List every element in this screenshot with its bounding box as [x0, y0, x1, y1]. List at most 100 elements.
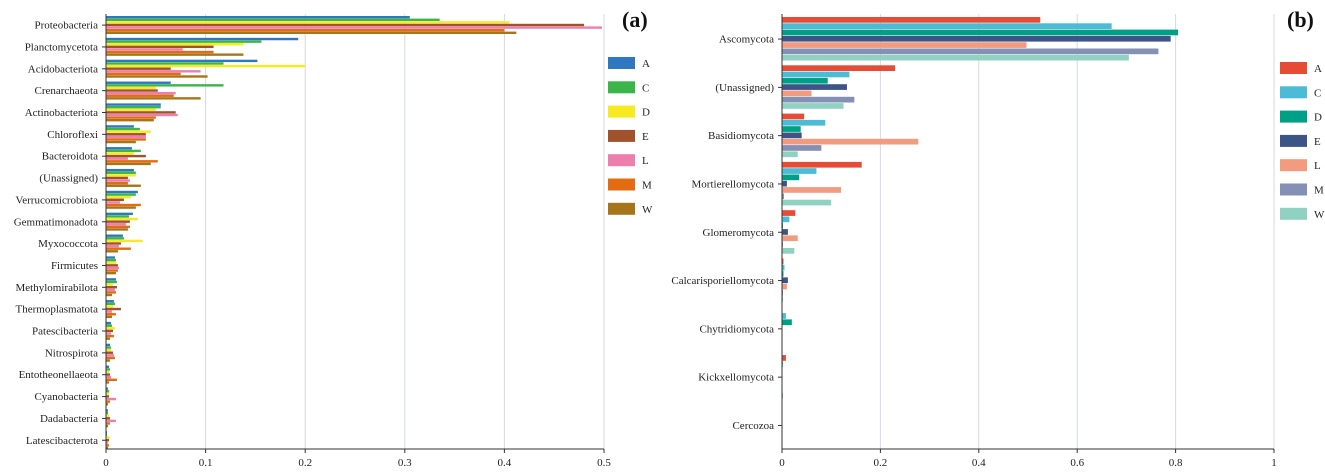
b-x-tick-label: 0.4: [972, 457, 986, 469]
a-category-label: Methylomirabilota: [16, 282, 99, 294]
b-bar-M-1: [782, 96, 855, 103]
a-bar-D-15: [106, 348, 111, 352]
a-bar-L-6: [106, 157, 128, 160]
a-bar-A-0: [106, 16, 410, 19]
a-category-label: Gemmatimonadota: [14, 216, 98, 228]
b-legend-swatch-W: [1280, 207, 1307, 220]
a-category-label: Chloroflexi: [47, 129, 98, 141]
a-bar-W-10: [106, 250, 118, 253]
b-legend-label: L: [1314, 160, 1321, 172]
a-bar-A-3: [106, 81, 171, 84]
a-category-label: Proteobacteria: [34, 20, 98, 32]
a-bar-W-1: [106, 53, 244, 56]
a-bar-C-9: [106, 215, 129, 218]
a-bar-D-6: [106, 152, 134, 155]
a-x-tick-label: 0.1: [199, 457, 213, 469]
b-bar-M-0: [782, 48, 1159, 55]
a-bar-L-19: [106, 441, 108, 444]
a-x-tick-label: 0.5: [597, 457, 611, 469]
a-bar-M-6: [106, 160, 158, 163]
a-legend-swatch-C: [608, 81, 635, 94]
b-x-tick-label: 0: [779, 457, 785, 469]
a-bar-E-15: [106, 351, 113, 354]
b-legend-label: M: [1314, 185, 1324, 197]
a-category-label: (Unassigned): [39, 173, 98, 185]
a-bar-D-7: [106, 174, 136, 177]
b-category-label: Chytridiomycota: [699, 323, 774, 335]
b-bar-D-2: [782, 126, 801, 132]
b-bar-C-1: [782, 71, 850, 78]
a-bar-L-8: [106, 201, 120, 204]
a-bar-A-7: [106, 168, 134, 172]
a-bar-L-2: [106, 70, 201, 73]
a-bar-M-15: [106, 356, 115, 360]
a-bar-A-4: [106, 103, 161, 106]
b-bar-A-2: [782, 113, 805, 120]
a-bar-A-14: [106, 321, 111, 325]
b-legend-swatch-M: [1280, 183, 1307, 196]
a-bar-D-2: [106, 64, 306, 68]
a-bar-E-16: [106, 373, 110, 376]
b-category-label: Glomeromycota: [703, 227, 775, 239]
a-bar-M-0: [106, 29, 505, 32]
b-legend-swatch-E: [1280, 134, 1307, 147]
a-bar-L-7: [106, 179, 130, 182]
a-legend-label: L: [642, 155, 649, 167]
a-bar-D-4: [106, 108, 156, 111]
a-bar-C-16: [106, 368, 110, 371]
a-bar-C-6: [106, 149, 141, 153]
b-legend-swatch-D: [1280, 110, 1307, 123]
a-bar-W-18: [106, 424, 108, 428]
a-bar-M-8: [106, 203, 141, 207]
a-bar-W-4: [106, 119, 154, 122]
a-bar-D-3: [106, 86, 156, 90]
a-bar-D-19: [106, 436, 110, 439]
b-legend-swatch-C: [1280, 86, 1307, 99]
a-legend-swatch-D: [608, 105, 635, 118]
a-bar-C-1: [106, 40, 262, 43]
a-bar-A-2: [106, 59, 258, 63]
a-bar-M-19: [106, 444, 109, 447]
b-bar-E-0: [782, 35, 1171, 42]
a-bar-E-1: [106, 45, 214, 49]
a-category-label: Myxococcota: [38, 238, 98, 250]
b-bar-C-0: [782, 23, 1112, 29]
b-bar-C-5: [782, 264, 785, 271]
a-legend-label: D: [642, 107, 650, 119]
a-bar-C-14: [106, 324, 112, 327]
a-category-label: Actinobacteriota: [25, 107, 98, 119]
a-bar-E-19: [106, 438, 109, 442]
a-bar-L-17: [106, 397, 116, 401]
a-bar-E-12: [106, 286, 117, 289]
b-bar-E-5: [782, 277, 788, 284]
a-bar-C-15: [106, 346, 111, 349]
a-bar-M-7: [106, 181, 128, 185]
a-bar-C-7: [106, 171, 136, 174]
b-bar-D-6: [782, 319, 792, 326]
a-bar-L-16: [106, 376, 111, 379]
a-bar-E-8: [106, 198, 124, 201]
b-bar-A-3: [782, 161, 862, 168]
a-bar-A-9: [106, 212, 133, 216]
a-bar-C-10: [106, 237, 124, 240]
a-bar-A-12: [106, 278, 116, 281]
b-x-tick-label: 0.2: [874, 457, 888, 469]
a-bar-W-17: [106, 403, 108, 406]
a-bar-M-10: [106, 247, 131, 250]
b-legend-label: E: [1314, 136, 1321, 148]
b-category-label: Calcarisporiellomycota: [671, 275, 774, 287]
b-bar-A-5: [782, 258, 784, 265]
a-bar-E-10: [106, 242, 121, 245]
a-bar-M-4: [106, 116, 156, 119]
a-bar-E-11: [106, 264, 118, 267]
a-bar-A-10: [106, 234, 123, 237]
a-category-label: Verrucomicrobiota: [16, 194, 99, 206]
a-bar-L-12: [106, 288, 115, 291]
b-legend-swatch-L: [1280, 159, 1307, 172]
a-legend-swatch-E: [608, 129, 635, 142]
b-bar-M-2: [782, 145, 822, 151]
b-bar-A-1: [782, 65, 896, 71]
a-bar-W-5: [106, 140, 136, 144]
b-bar-D-0: [782, 29, 1179, 36]
a-bar-D-10: [106, 239, 143, 243]
